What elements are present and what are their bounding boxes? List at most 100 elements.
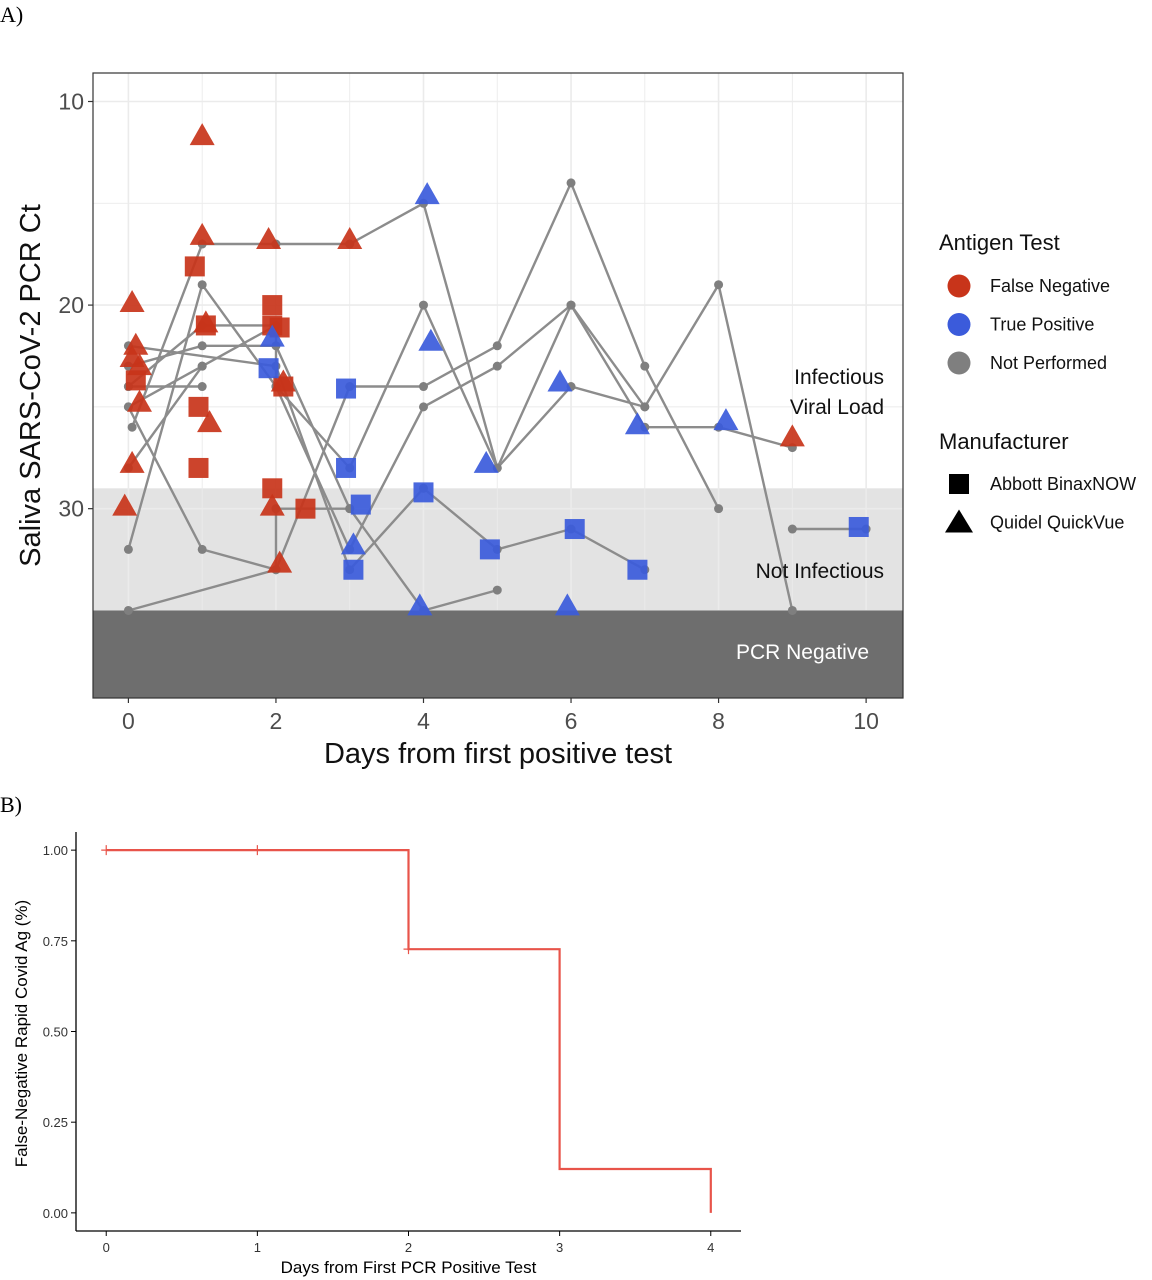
legend-label-true-positive: True Positive <box>990 315 1094 335</box>
false-negative-triangle-marker <box>126 389 152 412</box>
not-performed-point <box>787 524 797 534</box>
false-negative-square-marker <box>188 457 209 478</box>
panel-label-a: A) <box>0 2 24 27</box>
x-tick-label: 4 <box>707 1240 714 1255</box>
not-performed-point <box>197 361 207 371</box>
x-tick-label: 8 <box>712 708 725 734</box>
not-performed-point <box>418 402 428 412</box>
true-positive-triangle-marker <box>554 593 580 616</box>
panel-label-b: B) <box>0 792 22 817</box>
x-tick-label: 0 <box>122 708 135 734</box>
antigen-markers <box>112 123 869 616</box>
not-performed-point <box>123 544 133 554</box>
not-performed-point <box>492 361 502 371</box>
true-positive-square-marker <box>343 559 364 580</box>
not-performed-point <box>640 402 650 412</box>
not-performed-point <box>127 422 137 432</box>
y-axis-title: False-Negative Rapid Covid Ag (%) <box>12 900 31 1167</box>
true-positive-triangle-marker <box>713 408 739 431</box>
pcr-negative-band <box>93 610 903 698</box>
y-tick-label: 10 <box>58 89 84 115</box>
x-tick-label: 0 <box>103 1240 110 1255</box>
false-negative-triangle-marker <box>197 410 223 433</box>
x-tick-label: 2 <box>405 1240 412 1255</box>
legend-key-true-positive <box>947 313 971 336</box>
x-tick-label: 3 <box>556 1240 563 1255</box>
plot-border <box>92 72 904 699</box>
not-performed-point <box>640 361 650 371</box>
y-axis-title: Saliva SARS-CoV-2 PCR Ct <box>15 204 47 567</box>
true-positive-square-marker <box>627 559 648 580</box>
legend-key-triangle <box>945 509 973 533</box>
y-tick-label: 1.00 <box>43 843 68 858</box>
x-tick-label: 10 <box>853 708 879 734</box>
legend-key-not-performed <box>947 351 971 375</box>
true-positive-square-marker <box>258 358 279 379</box>
false-negative-triangle-marker <box>259 493 285 516</box>
not-performed-point <box>123 605 133 615</box>
false-negative-square-marker <box>125 370 146 391</box>
false-negative-triangle-marker <box>119 450 145 473</box>
false-negative-square-marker <box>273 376 294 397</box>
false-negative-triangle-marker <box>119 290 145 313</box>
true-positive-square-marker <box>848 516 869 537</box>
true-positive-square-marker <box>336 378 357 399</box>
not-performed-point <box>197 280 207 290</box>
legend-title-manufacturer: Manufacturer <box>939 429 1069 454</box>
false-negative-triangle-marker <box>126 353 152 376</box>
true-positive-triangle-marker <box>407 593 433 616</box>
not-performed-point <box>418 300 428 310</box>
y-tick-label: 0.50 <box>43 1025 68 1040</box>
not-performed-point <box>492 341 502 351</box>
true-positive-triangle-marker <box>340 532 366 555</box>
not-performed-point <box>566 178 576 188</box>
true-positive-square-marker <box>413 482 434 503</box>
false-negative-triangle-marker <box>779 424 805 447</box>
not-performed-point <box>197 382 207 392</box>
true-positive-square-marker <box>336 457 357 478</box>
true-positive-square-marker <box>564 519 585 540</box>
false-negative-triangle-marker <box>189 222 215 245</box>
y-tick-label: 20 <box>58 292 84 318</box>
not-performed-point <box>418 382 428 392</box>
legend-key-square <box>949 474 969 494</box>
true-positive-square-marker <box>479 539 500 560</box>
false-negative-triangle-marker <box>267 550 293 573</box>
legend-label-square: Abbott BinaxNOW <box>990 474 1136 494</box>
false-negative-square-marker <box>195 315 216 336</box>
legend-key-false-negative <box>947 274 971 298</box>
false-negative-square-marker <box>262 478 283 499</box>
region-label-not-infectious: Not Infectious <box>756 560 884 583</box>
x-tick-label: 2 <box>270 708 283 734</box>
y-tick-label: 0.25 <box>43 1115 68 1130</box>
y-tick-label: 0.00 <box>43 1206 68 1221</box>
x-axis-title: Days from First PCR Positive Test <box>281 1258 537 1277</box>
not-performed-point <box>714 280 724 290</box>
region-label-pcr-negative: PCR Negative <box>736 641 869 664</box>
false-negative-square-marker <box>295 498 316 519</box>
censor-mark <box>101 845 112 856</box>
false-negative-triangle-marker <box>112 493 138 516</box>
censor-mark <box>252 845 263 856</box>
x-tick-label: 1 <box>254 1240 261 1255</box>
true-positive-triangle-marker <box>418 328 444 351</box>
legend-label-false-negative: False Negative <box>990 276 1110 296</box>
ct-scatter-chart: Infectious Viral Load Not Infectious PCR Ne… <box>15 72 1136 770</box>
false-negative-triangle-marker <box>337 226 363 249</box>
x-axis-title: Days from first positive test <box>324 738 672 770</box>
legend-label-triangle: Quidel QuickVue <box>990 513 1124 533</box>
y-tick-label: 0.75 <box>43 934 68 949</box>
patient-trajectory-line <box>130 201 793 472</box>
x-tick-label: 4 <box>417 708 430 734</box>
true-positive-triangle-marker <box>473 450 499 473</box>
km-step-line <box>106 848 712 1213</box>
true-positive-triangle-marker <box>624 412 650 435</box>
not-performed-point <box>492 585 502 595</box>
false-negative-triangle-marker <box>123 332 149 355</box>
region-label-infectious-line2: Viral Load <box>790 396 884 419</box>
true-positive-triangle-marker <box>547 369 573 392</box>
not-performed-point <box>197 341 207 351</box>
false-negative-square-marker <box>184 256 205 277</box>
false-negative-square-marker <box>188 396 209 417</box>
legend-label-not-performed: Not Performed <box>990 353 1107 373</box>
